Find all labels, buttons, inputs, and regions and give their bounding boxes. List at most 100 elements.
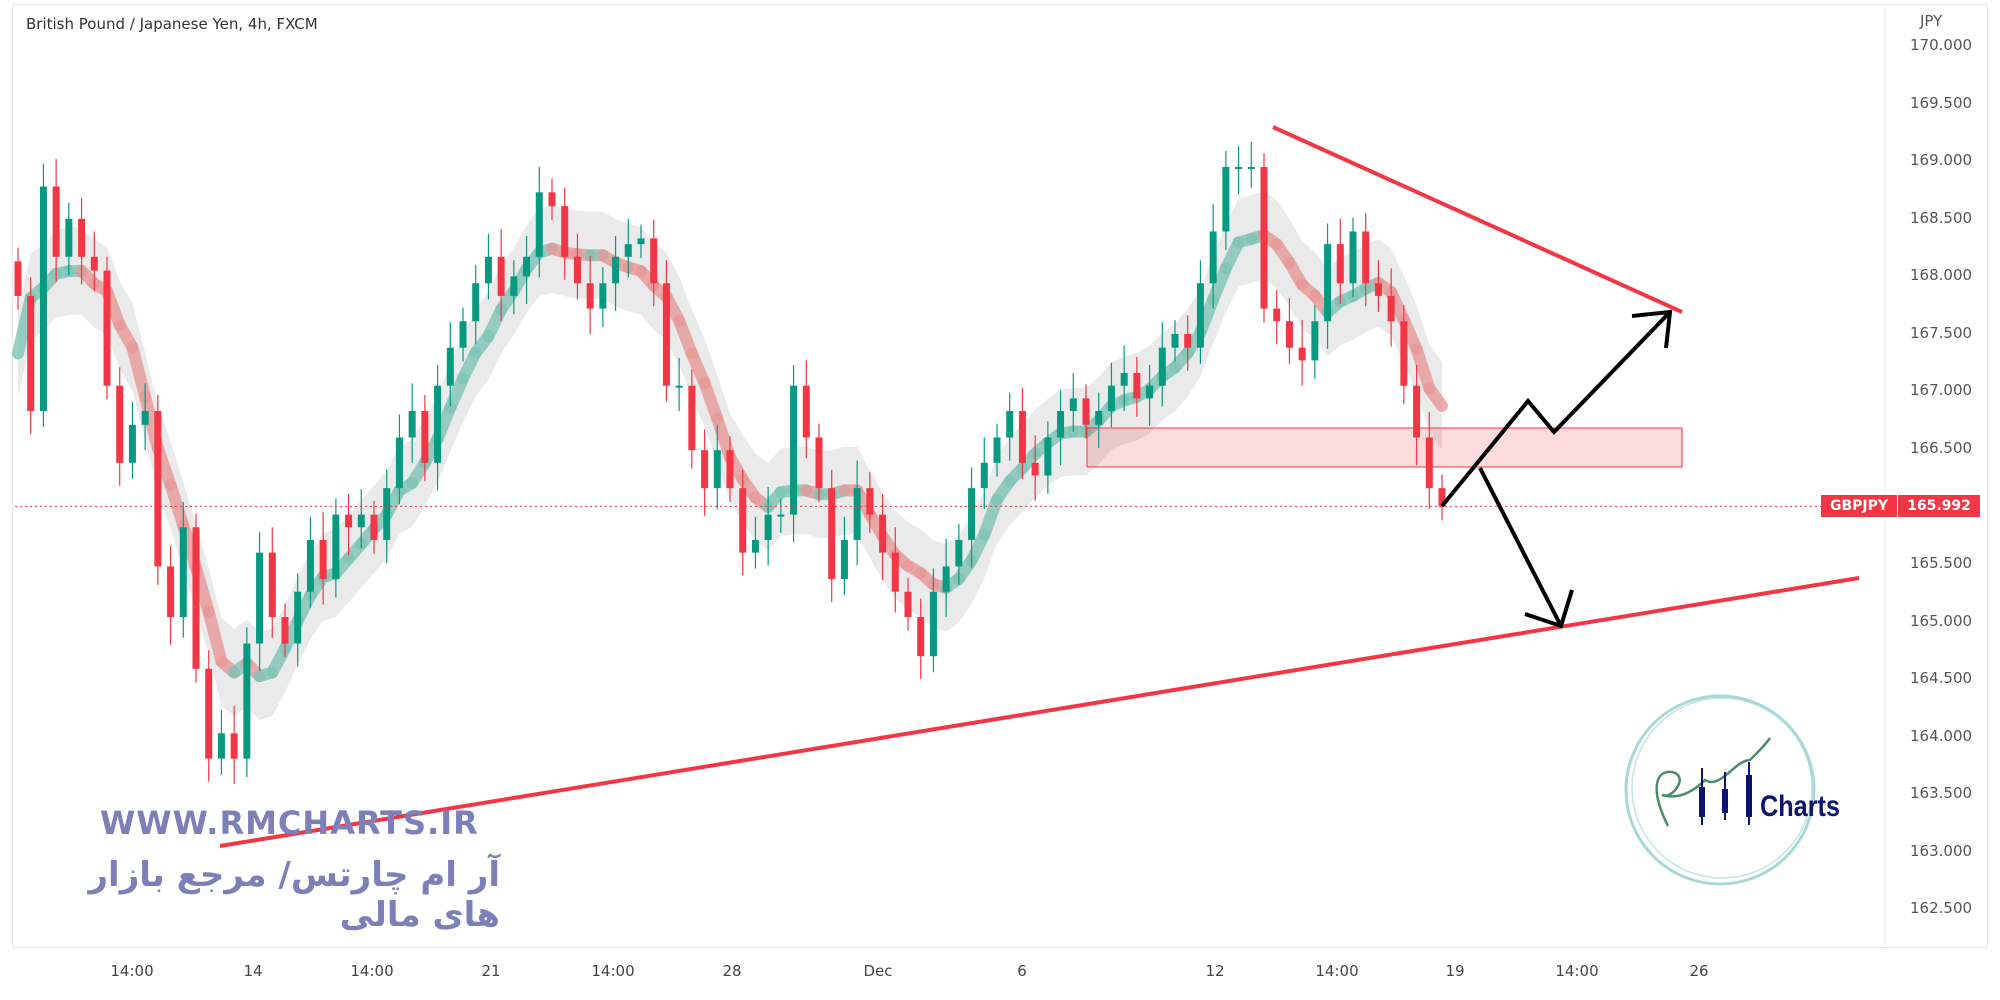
time-tick-label: 12 [1205, 962, 1225, 980]
candle-body [1425, 437, 1433, 489]
candle-body [1260, 167, 1268, 309]
candle-body [650, 238, 658, 284]
chart-frame [12, 4, 1988, 948]
time-tick-label: 26 [1689, 962, 1709, 980]
time-tick-label: 28 [722, 962, 742, 980]
price-tick-label: 169.500 [1910, 93, 1973, 112]
price-tick-label: 164.500 [1910, 669, 1973, 688]
candle-body [510, 276, 518, 296]
candle-body [65, 218, 73, 257]
candle-body [586, 283, 594, 309]
last-price-tag: 165.992 [1898, 495, 1980, 517]
bearish-arrowhead-icon [1524, 589, 1574, 629]
candle-body [1285, 321, 1293, 348]
candle-body [1349, 231, 1357, 284]
price-tick-label: 165.500 [1910, 553, 1973, 572]
time-tick-label: 6 [1017, 962, 1027, 980]
candle-body [154, 411, 162, 567]
candle-body [1222, 167, 1230, 232]
time-tick-label: Dec [863, 962, 893, 980]
candle-body [103, 270, 111, 386]
candle-body [713, 450, 721, 489]
ma-ribbon-segment [1410, 343, 1436, 395]
candle-body [52, 186, 60, 257]
candle-body [256, 552, 264, 644]
candle-body [624, 244, 632, 257]
watermark-url: WWW.RMCHARTS.IR [100, 804, 479, 842]
candle-body [726, 450, 734, 489]
candle-body [1184, 333, 1192, 348]
candle-body [1082, 398, 1090, 425]
candle-body [1158, 347, 1166, 386]
candle-body [1413, 385, 1421, 438]
candle-body [345, 514, 353, 528]
candle-body [306, 539, 314, 592]
price-tick-label: 166.500 [1910, 438, 1973, 457]
candle-body [39, 186, 47, 412]
candle-body [790, 385, 798, 515]
time-tick-label: 19 [1445, 962, 1465, 980]
candle-body [395, 437, 403, 489]
candle-body [1031, 462, 1039, 476]
candle-body [955, 539, 963, 567]
candle-body [243, 643, 251, 759]
candle-body [573, 256, 581, 284]
candle-body [192, 527, 200, 669]
ma-ribbon-segment [978, 493, 1003, 541]
candle-body [1095, 411, 1103, 425]
candle-body [141, 411, 149, 425]
candle-body [739, 488, 747, 553]
watermark-tagline: آر ام چارتس/ مرجع بازار های مالی [88, 855, 500, 935]
ma-ribbon-segment [126, 341, 152, 403]
price-tick-label: 162.500 [1910, 899, 1973, 918]
candle-body [484, 256, 492, 284]
price-tick-label: 170.000 [1910, 36, 1973, 54]
candle-body [370, 514, 378, 540]
candle-body [1311, 321, 1319, 361]
candle-body [459, 321, 467, 348]
candle-body [1006, 411, 1014, 438]
candle-body [1044, 437, 1052, 476]
candle-body [980, 462, 988, 489]
candle-body [1146, 385, 1154, 399]
currency-label: JPY [1920, 12, 1943, 30]
candle-body [179, 527, 187, 618]
candle-body [1324, 244, 1332, 322]
candle-body [637, 238, 645, 245]
candle-body [205, 668, 213, 759]
candle-body [14, 261, 22, 296]
candle-body [561, 206, 569, 257]
time-tick-label: 14:00 [1555, 962, 1599, 980]
candle-body [472, 283, 480, 322]
time-tick-label: 14:00 [591, 962, 635, 980]
candle-body [1374, 283, 1382, 296]
candle-body [764, 514, 772, 540]
candle-body [1362, 231, 1370, 284]
candle-body [230, 733, 238, 759]
price-tick-label: 163.500 [1910, 784, 1973, 803]
time-tick-label: 14:00 [110, 962, 154, 980]
candle-body [1069, 398, 1077, 412]
candle-body [1018, 411, 1026, 463]
price-tick-label: 167.000 [1910, 381, 1973, 400]
candle-body [993, 437, 1001, 463]
candle-body [777, 514, 785, 517]
candle-body [90, 256, 98, 271]
price-tick-label: 164.000 [1910, 726, 1973, 745]
candle-body [332, 514, 340, 580]
candle-body [1438, 488, 1446, 507]
candle-body [662, 283, 670, 386]
candle-body [1235, 167, 1243, 170]
ma-ribbon-segment [698, 377, 724, 425]
candle-body [128, 424, 136, 463]
candle-body [1209, 231, 1217, 284]
candle-body [523, 256, 531, 277]
candle-body [1171, 333, 1179, 348]
candle-body [891, 552, 899, 592]
time-tick-label: 14:00 [350, 962, 394, 980]
candle-body [497, 256, 505, 296]
candle-body [688, 385, 696, 451]
candle-body [1273, 308, 1281, 322]
candle-body [1057, 411, 1065, 438]
